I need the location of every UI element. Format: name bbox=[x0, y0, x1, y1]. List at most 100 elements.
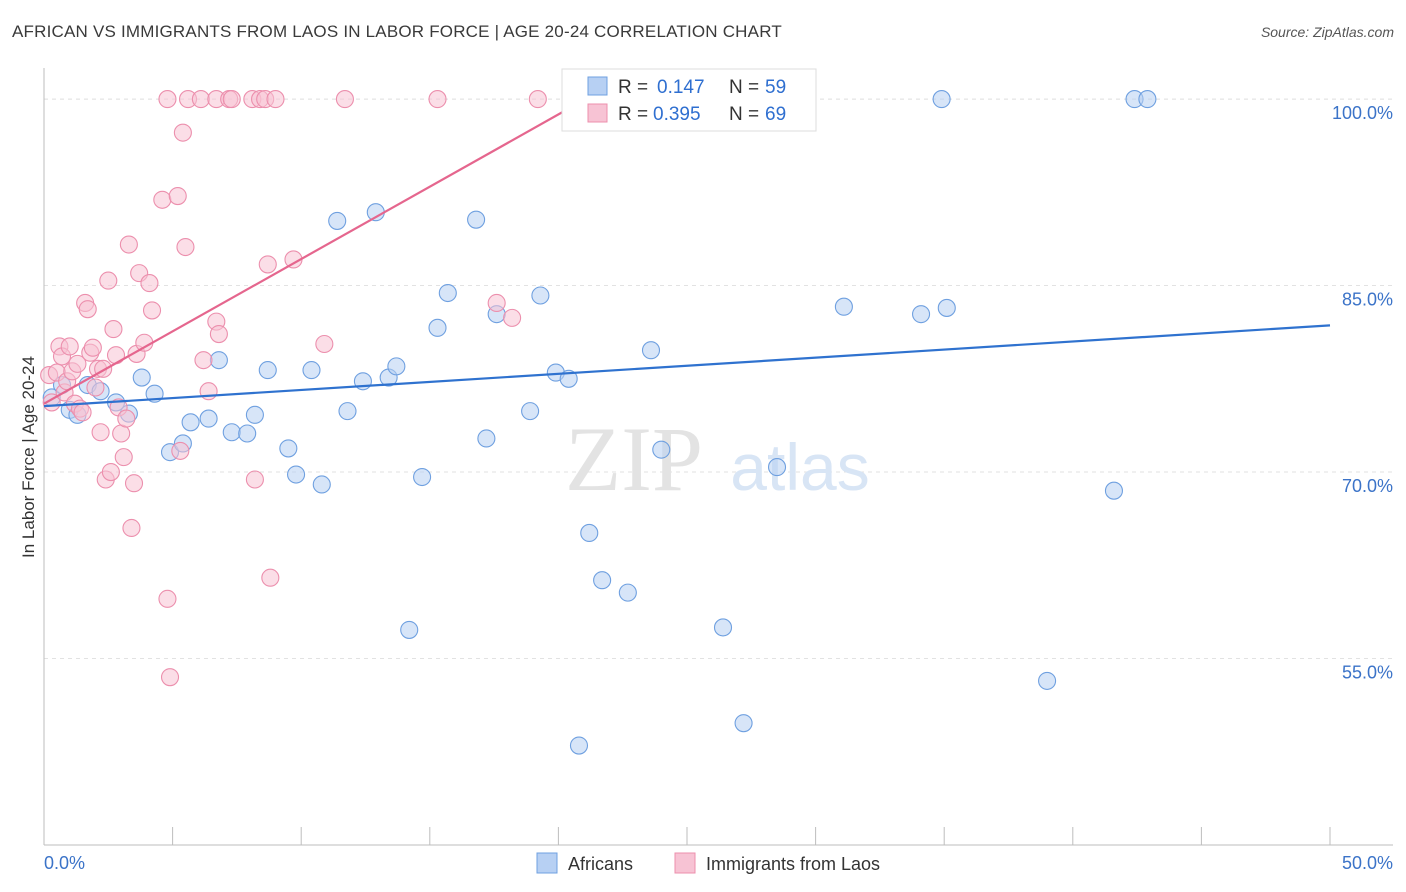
data-point bbox=[86, 378, 105, 397]
data-point bbox=[140, 274, 159, 293]
data-point bbox=[503, 308, 522, 327]
trend-line-africans bbox=[43, 324, 1331, 408]
data-point bbox=[199, 409, 218, 428]
legend-n-label-2: N = bbox=[729, 104, 759, 125]
legend-swatch-laos bbox=[587, 103, 608, 123]
data-point bbox=[734, 714, 753, 733]
data-point bbox=[328, 211, 347, 230]
axes bbox=[43, 68, 1393, 846]
data-point bbox=[194, 351, 213, 370]
x-tick-label-min: 0.0% bbox=[44, 853, 85, 873]
legend-r-value-2: 0.395 bbox=[653, 104, 701, 125]
data-point bbox=[209, 324, 228, 344]
trend-line-laos bbox=[43, 110, 565, 405]
data-point bbox=[99, 271, 118, 290]
legend-r-label-1: R = bbox=[618, 77, 648, 98]
data-point bbox=[937, 298, 956, 317]
data-point bbox=[78, 300, 97, 319]
data-point bbox=[1104, 481, 1124, 500]
trend-lines bbox=[43, 110, 1331, 408]
data-point bbox=[153, 190, 172, 209]
data-point bbox=[158, 90, 177, 109]
data-point bbox=[258, 255, 277, 274]
y-tick-labels: 55.0% 70.0% 85.0% 100.0% bbox=[1332, 103, 1393, 682]
data-point bbox=[222, 423, 241, 442]
data-point bbox=[171, 441, 190, 460]
data-point bbox=[245, 405, 264, 424]
watermark: ZIP atlas bbox=[565, 408, 870, 510]
data-point bbox=[315, 334, 334, 354]
data-point bbox=[428, 318, 447, 337]
series-laos bbox=[40, 90, 547, 687]
x-ticks bbox=[43, 827, 1331, 845]
data-point bbox=[593, 571, 612, 590]
legend-r-label-2: R = bbox=[618, 104, 648, 125]
data-point bbox=[521, 402, 540, 421]
data-point bbox=[158, 589, 177, 608]
legend: R = 0.147 N = 59 R = 0.395 N = 69 bbox=[561, 68, 817, 132]
data-point bbox=[173, 123, 192, 142]
data-point bbox=[245, 470, 264, 489]
chart-title: AFRICAN VS IMMIGRANTS FROM LAOS IN LABOR… bbox=[12, 22, 782, 41]
data-point bbox=[124, 474, 144, 493]
data-point bbox=[1138, 90, 1157, 109]
y-tick-label: 85.0% bbox=[1342, 290, 1393, 310]
data-point bbox=[438, 283, 457, 303]
data-point bbox=[168, 186, 187, 206]
data-point bbox=[641, 341, 661, 360]
data-point bbox=[618, 583, 637, 602]
data-point bbox=[335, 90, 354, 109]
data-point bbox=[209, 351, 228, 370]
legend-n-value-2: 69 bbox=[765, 104, 786, 125]
data-point bbox=[312, 475, 331, 494]
data-point bbox=[222, 90, 241, 109]
data-point bbox=[477, 429, 496, 448]
data-point bbox=[83, 338, 102, 357]
data-point bbox=[261, 568, 280, 587]
data-point bbox=[413, 467, 432, 487]
data-point bbox=[122, 518, 141, 538]
data-point bbox=[114, 448, 133, 467]
legend-n-label-1: N = bbox=[729, 77, 759, 98]
data-point bbox=[932, 90, 951, 109]
data-point bbox=[68, 354, 87, 373]
data-point bbox=[302, 361, 321, 380]
data-point bbox=[181, 413, 200, 432]
data-point bbox=[101, 462, 120, 482]
data-point bbox=[338, 402, 357, 421]
y-tick-label: 55.0% bbox=[1342, 663, 1393, 683]
data-point bbox=[713, 618, 733, 637]
bottom-legend-label-africans: Africans bbox=[568, 854, 633, 874]
y-tick-label: 100.0% bbox=[1332, 103, 1393, 123]
data-point bbox=[467, 210, 486, 229]
legend-swatch-africans bbox=[587, 76, 608, 96]
data-point bbox=[106, 346, 126, 365]
data-point bbox=[73, 403, 92, 422]
data-point bbox=[60, 337, 79, 356]
y-tick-label: 70.0% bbox=[1342, 476, 1393, 496]
y-axis-title: In Labor Force | Age 20-24 bbox=[19, 356, 38, 558]
data-point bbox=[258, 361, 277, 380]
data-point bbox=[132, 368, 151, 387]
data-point bbox=[287, 465, 306, 484]
data-point bbox=[279, 439, 298, 458]
data-point bbox=[387, 357, 406, 376]
data-point bbox=[531, 286, 550, 305]
x-tick-label-max: 50.0% bbox=[1342, 853, 1393, 873]
data-point bbox=[652, 440, 671, 459]
gridlines bbox=[44, 98, 1393, 660]
data-point bbox=[176, 237, 195, 257]
data-point bbox=[559, 369, 578, 388]
data-point bbox=[191, 90, 210, 109]
chart-source: Source: ZipAtlas.com bbox=[1260, 24, 1394, 40]
data-point bbox=[1038, 671, 1057, 690]
data-point bbox=[580, 523, 599, 543]
data-point bbox=[400, 620, 419, 639]
data-point bbox=[428, 90, 447, 109]
data-point bbox=[834, 297, 853, 316]
data-point bbox=[238, 424, 257, 443]
bottom-legend: Africans Immigrants from Laos bbox=[536, 852, 880, 874]
data-point bbox=[104, 320, 123, 339]
data-point bbox=[142, 301, 162, 320]
